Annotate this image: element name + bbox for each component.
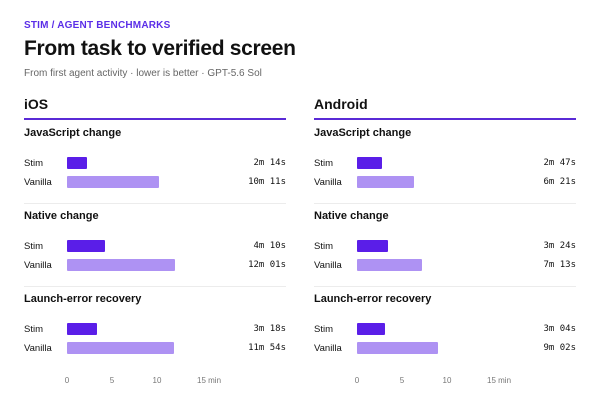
platform-title: Android [314,96,368,112]
eyebrow-label: STIM / AGENT BENCHMARKS [24,20,171,31]
bar-vanilla [67,259,176,271]
axis-tick-label: 5 [399,376,405,385]
group-divider [314,286,576,287]
panel-android: Android JavaScript change Stim 2m 47s Vanill… [314,96,576,396]
page-title: From task to verified screen [24,37,296,60]
x-axis-ios: 0 5 10 15 min [24,376,286,390]
group-title: Native change [24,210,99,222]
series-label: Stim [314,324,333,335]
bar-value: 2m 47s [543,158,576,168]
bar-row-stim: Stim 2m 14s [24,157,286,173]
bar-value: 7m 13s [543,260,576,270]
metric-group: Launch-error recovery Stim 3m 04s Vanilla 9m… [314,293,576,373]
metric-group: Launch-error recovery Stim 3m 18s Vanilla 11… [24,293,286,373]
series-label: Vanilla [314,260,342,271]
series-label: Vanilla [24,343,52,354]
series-label: Vanilla [24,260,52,271]
axis-tick-label: 5 [109,376,115,385]
series-label: Stim [314,241,333,252]
axis-tick-label: 0 [64,376,70,385]
group-divider [314,203,576,204]
bar-stim [357,157,382,169]
axis-tick-label: 0 [354,376,360,385]
bar-row-stim: Stim 3m 18s [24,323,286,339]
bar-value: 10m 11s [248,177,286,187]
bar-vanilla [357,259,422,271]
axis-tick-label: 10 [442,376,452,385]
bar-value: 3m 04s [543,324,576,334]
bar-value: 6m 21s [543,177,576,187]
bar-value: 9m 02s [543,343,576,353]
metric-group: Native change Stim 3m 24s Vanilla 7m 13s [314,210,576,290]
series-label: Vanilla [314,177,342,188]
group-divider [24,203,286,204]
group-title: JavaScript change [314,127,412,139]
series-label: Vanilla [314,343,342,354]
page-subtitle: From first agent activity · lower is bet… [24,68,262,79]
bar-row-stim: Stim 3m 04s [314,323,576,339]
axis-tick-label: 15 min [487,376,512,385]
bar-vanilla [357,342,439,354]
bar-value: 2m 14s [253,158,286,168]
series-label: Stim [24,324,43,335]
axis-tick-label: 15 min [197,376,222,385]
bar-value: 3m 18s [253,324,286,334]
group-title: Launch-error recovery [24,293,142,305]
bar-stim [67,323,97,335]
bar-row-vanilla: Vanilla 11m 54s [24,342,286,358]
platform-divider [24,118,286,120]
platform-title: iOS [24,96,49,112]
bar-row-stim: Stim 4m 10s [24,240,286,256]
bar-row-stim: Stim 2m 47s [314,157,576,173]
bar-vanilla [67,176,159,188]
metric-group: JavaScript change Stim 2m 14s Vanilla 10m 11… [24,127,286,207]
series-label: Stim [314,158,333,169]
bar-row-vanilla: Vanilla 9m 02s [314,342,576,358]
bar-row-stim: Stim 3m 24s [314,240,576,256]
bar-vanilla [357,176,415,188]
bar-row-vanilla: Vanilla 12m 01s [24,259,286,275]
bar-stim [357,323,385,335]
platform-divider [314,118,576,120]
metric-group: Native change Stim 4m 10s Vanilla 12m 01s [24,210,286,290]
bar-row-vanilla: Vanilla 7m 13s [314,259,576,275]
bar-row-vanilla: Vanilla 6m 21s [314,176,576,192]
bar-stim [67,240,105,252]
metric-group: JavaScript change Stim 2m 47s Vanilla 6m 21s [314,127,576,207]
bar-stim [357,240,388,252]
series-label: Stim [24,158,43,169]
axis-tick-label: 10 [152,376,162,385]
group-divider [24,286,286,287]
bar-value: 3m 24s [543,241,576,251]
series-label: Stim [24,241,43,252]
bar-value: 11m 54s [248,343,286,353]
bar-stim [67,157,88,169]
bar-value: 4m 10s [253,241,286,251]
bar-vanilla [67,342,175,354]
group-title: JavaScript change [24,127,122,139]
series-label: Vanilla [24,177,52,188]
panel-ios: iOS JavaScript change Stim 2m 14s Vanilla 10m… [24,96,286,396]
x-axis-android: 0 5 10 15 min [314,376,576,390]
bar-row-vanilla: Vanilla 10m 11s [24,176,286,192]
group-title: Native change [314,210,389,222]
group-title: Launch-error recovery [314,293,432,305]
bar-value: 12m 01s [248,260,286,270]
